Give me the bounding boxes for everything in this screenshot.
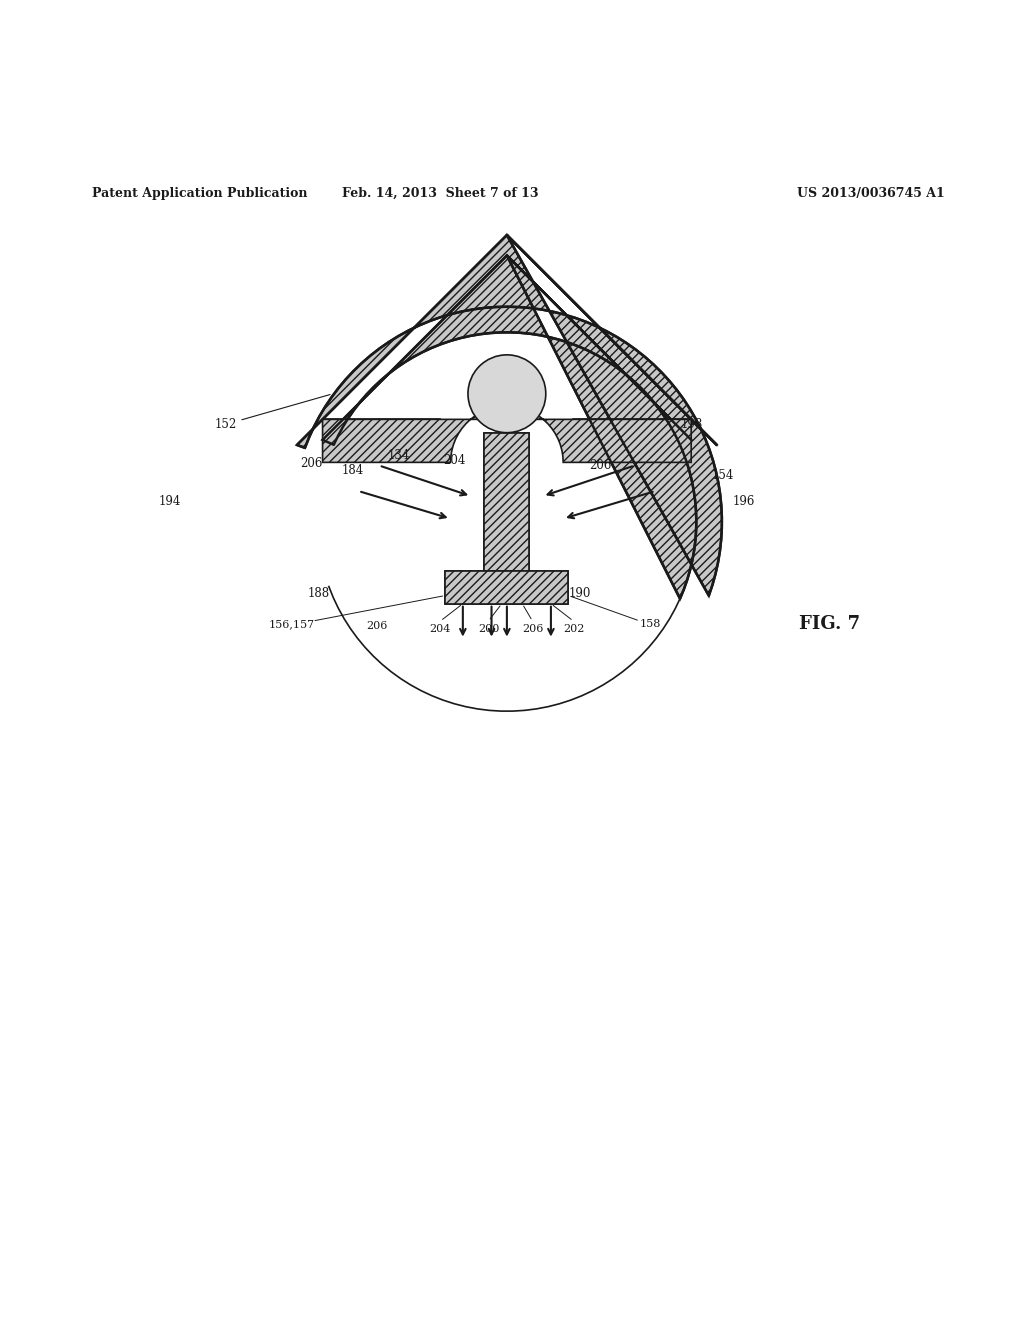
- Text: 188: 188: [307, 587, 330, 599]
- Text: 154: 154: [712, 469, 734, 482]
- Text: 198: 198: [681, 418, 703, 430]
- Text: US 2013/0036745 A1: US 2013/0036745 A1: [797, 186, 944, 199]
- Bar: [484, 433, 529, 572]
- Bar: [445, 572, 568, 603]
- Text: 184: 184: [341, 465, 364, 477]
- Text: Patent Application Publication: Patent Application Publication: [92, 186, 307, 199]
- Text: 202: 202: [563, 624, 584, 635]
- Text: 194: 194: [159, 495, 181, 508]
- Bar: [484, 433, 529, 578]
- PathPatch shape: [297, 235, 722, 599]
- Text: 186: 186: [470, 587, 493, 599]
- Text: 200: 200: [478, 624, 499, 635]
- Bar: [445, 572, 568, 603]
- Text: FIG. 7: FIG. 7: [799, 615, 860, 634]
- Text: 206: 206: [522, 624, 543, 635]
- Circle shape: [468, 355, 546, 433]
- Text: 204: 204: [443, 454, 466, 467]
- Text: 206: 206: [300, 457, 323, 470]
- Text: 204: 204: [430, 624, 451, 635]
- Text: 134: 134: [387, 449, 410, 462]
- Text: 152: 152: [214, 395, 330, 430]
- Text: 196: 196: [732, 495, 755, 508]
- Text: 192: 192: [508, 450, 530, 463]
- Text: 206: 206: [589, 459, 611, 473]
- Text: 190: 190: [568, 587, 591, 599]
- Text: Feb. 14, 2013  Sheet 7 of 13: Feb. 14, 2013 Sheet 7 of 13: [342, 186, 539, 199]
- PathPatch shape: [323, 407, 691, 462]
- Text: 158: 158: [640, 619, 660, 630]
- Text: 206: 206: [367, 622, 387, 631]
- Text: 156,157: 156,157: [268, 619, 315, 630]
